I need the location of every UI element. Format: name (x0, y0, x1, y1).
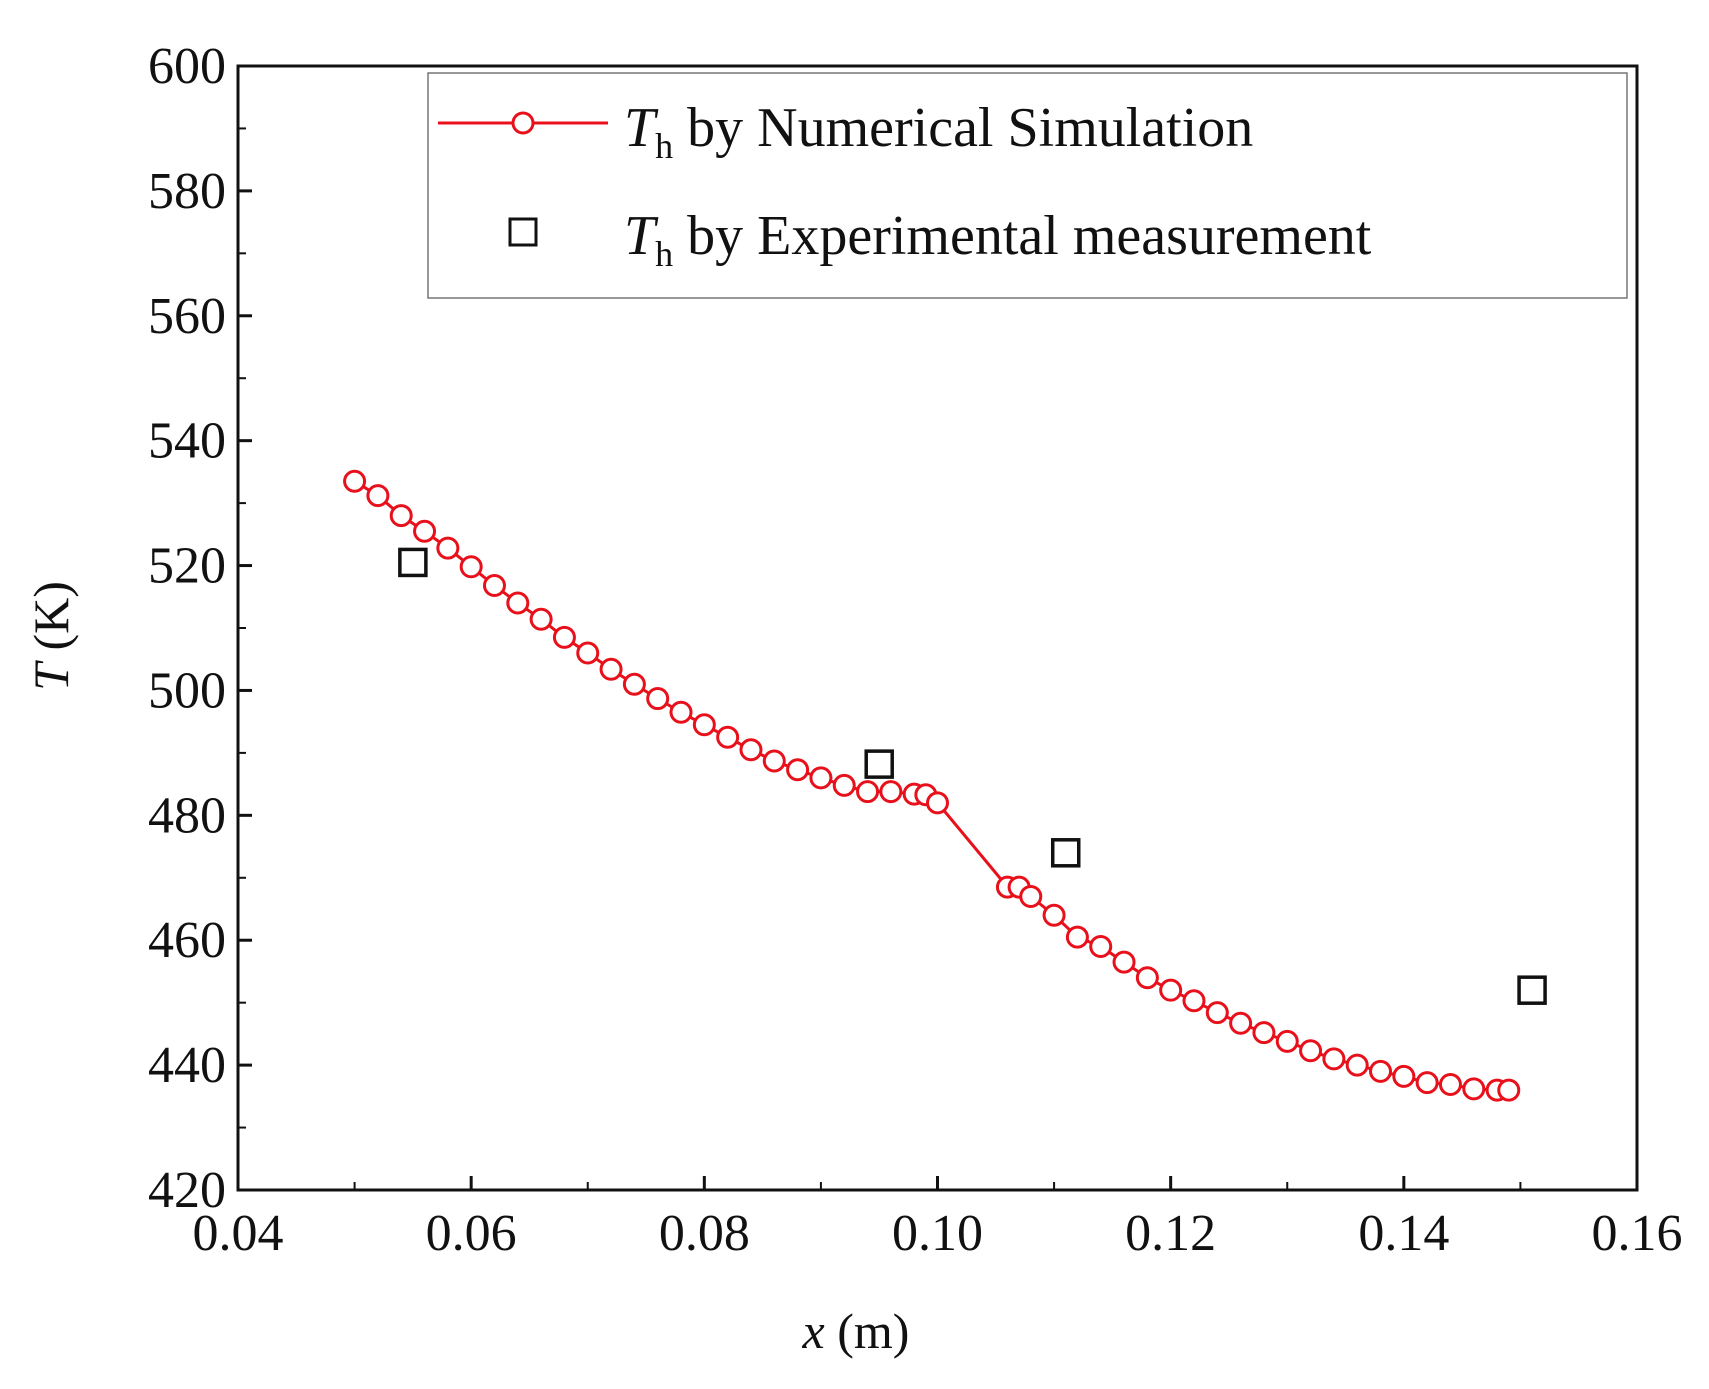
numerical-simulation-point (786, 758, 810, 782)
numerical-simulation-point (692, 713, 716, 737)
numerical-simulation-point (1345, 1053, 1369, 1077)
numerical-simulation-point (1369, 1059, 1393, 1083)
numerical-simulation-point (809, 766, 833, 790)
numerical-simulation-point (343, 469, 367, 493)
y-tick-label: 540 (148, 413, 226, 470)
experimental-measurement-point (1517, 975, 1547, 1005)
numerical-simulation-point (1089, 934, 1113, 958)
plot-frame (236, 64, 1639, 1192)
experimental-measurement-point (398, 547, 428, 578)
numerical-simulation-point (1392, 1064, 1416, 1088)
legend-label-experimental: Th by Experimental measurement (624, 205, 1372, 274)
numerical-simulation-point (879, 780, 903, 804)
numerical-simulation-point (389, 504, 413, 528)
numerical-simulation-point (832, 773, 856, 797)
numerical-simulation-point (739, 738, 763, 762)
numerical-simulation-point (529, 607, 553, 631)
numerical-simulation-point (622, 672, 646, 696)
y-tick-label: 560 (148, 288, 226, 345)
legend-label-experimental-sub: h (655, 234, 673, 274)
legend-marker-numerical (511, 111, 535, 135)
x-axis-label-var: x (802, 1303, 825, 1359)
y-tick-label: 520 (148, 538, 226, 595)
y-axis-label-var: T (23, 660, 79, 691)
experimental-measurement-point (864, 749, 894, 779)
y-tick-label: 500 (148, 662, 226, 719)
numerical-simulation-point (1497, 1078, 1521, 1102)
numerical-simulation-point (646, 687, 670, 711)
numerical-simulation-point (1205, 1001, 1229, 1025)
x-tick-label: 0.08 (659, 1205, 750, 1262)
numerical-simulation-point (1112, 950, 1136, 974)
legend-box (427, 72, 1628, 299)
numerical-simulation-point (1252, 1021, 1276, 1045)
numerical-simulation-point (1065, 925, 1089, 949)
numerical-simulation-point (1322, 1047, 1346, 1071)
numerical-simulation-point (576, 641, 600, 665)
numerical-simulation-point (413, 519, 437, 543)
legend-label-numerical-text: by Numerical Simulation (673, 97, 1253, 159)
numerical-simulation-point (1042, 903, 1066, 927)
numerical-simulation-point (1135, 966, 1159, 990)
x-axis-label: x (m) (802, 1303, 910, 1359)
y-tick-label: 580 (148, 163, 226, 220)
legend-label-numerical-sub: h (655, 126, 673, 166)
numerical-simulation-point (1159, 978, 1183, 1002)
numerical-simulation-point (599, 657, 623, 681)
x-tick-label: 0.04 (193, 1205, 284, 1262)
plot-area (343, 469, 1547, 1102)
numerical-simulation-point (1438, 1072, 1462, 1096)
legend-label-numerical: Th by Numerical Simulation (624, 97, 1253, 166)
numerical-simulation-point (459, 555, 483, 579)
y-tick-label: 460 (148, 912, 226, 969)
y-tick-label: 420 (148, 1162, 226, 1219)
numerical-simulation-point (1229, 1011, 1253, 1035)
y-tick-label: 600 (148, 38, 226, 95)
legend-label-experimental-text: by Experimental measurement (673, 205, 1372, 267)
numerical-simulation-point (366, 484, 390, 508)
numerical-simulation-point (716, 725, 740, 749)
numerical-simulation-point (552, 625, 576, 649)
numerical-simulation-point (669, 700, 693, 724)
legend-label-experimental-var: T (624, 205, 659, 267)
numerical-simulation-point (1415, 1071, 1439, 1095)
numerical-simulation-point (1182, 989, 1206, 1013)
numerical-simulation-point (506, 591, 530, 615)
x-tick-label: 0.10 (892, 1205, 983, 1262)
y-tick-label: 480 (148, 787, 226, 844)
numerical-simulation-point (926, 791, 949, 815)
x-tick-label: 0.12 (1125, 1205, 1216, 1262)
y-axis-label-unit: (K) (23, 581, 79, 663)
numerical-simulation-point (762, 749, 786, 773)
numerical-simulation-point (436, 536, 460, 560)
numerical-simulation-point (1462, 1077, 1486, 1101)
numerical-simulation-point (1275, 1029, 1299, 1053)
y-tick-label: 440 (148, 1037, 226, 1094)
experimental-measurement-point (1050, 838, 1081, 868)
numerical-simulation-point (1299, 1039, 1323, 1063)
x-tick-label: 0.06 (426, 1205, 517, 1262)
numerical-simulation-point (482, 574, 506, 598)
x-tick-label: 0.16 (1592, 1205, 1683, 1262)
y-axis-label: T (K) (23, 581, 79, 691)
x-axis-label-unit: (m) (825, 1303, 910, 1359)
x-tick-label: 0.14 (1358, 1205, 1449, 1262)
numerical-simulation-point (856, 780, 880, 804)
legend-marker-experimental (508, 217, 538, 247)
legend: Th by Numerical Simulation Th by Experim… (427, 72, 1628, 299)
legend-label-numerical-var: T (624, 97, 659, 159)
y-axis: 420 440 460 480 500 520 540 560 580 600 (148, 38, 252, 1219)
numerical-simulation-point (1019, 885, 1043, 909)
